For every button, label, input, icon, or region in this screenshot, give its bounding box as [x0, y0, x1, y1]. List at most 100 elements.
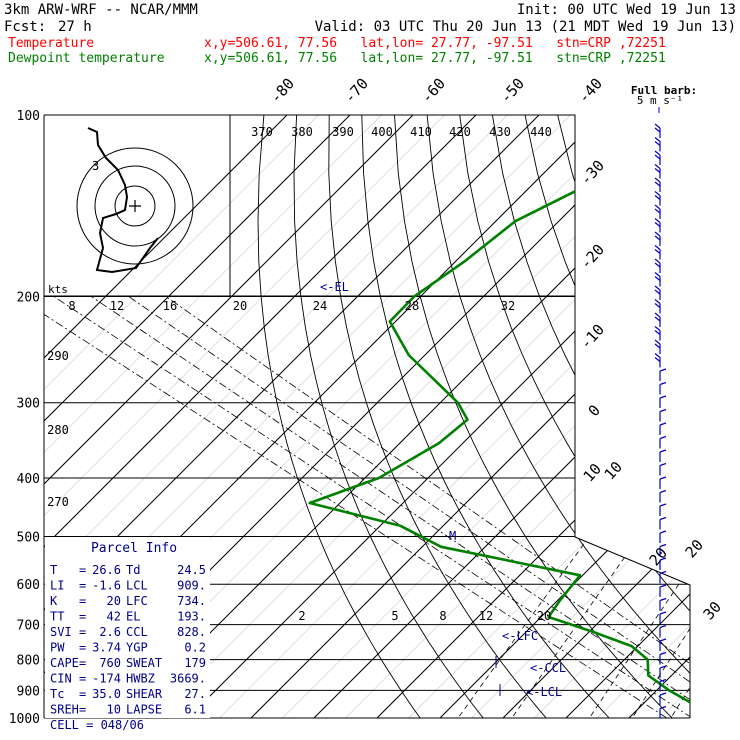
hodograph-ring-label: 3 — [92, 159, 99, 173]
model-title: 3km ARW-WRF -- NCAR/MMM — [4, 2, 198, 18]
wind-barb-flag — [659, 381, 667, 386]
wind-barb-flag — [654, 208, 661, 214]
parcel-info-title: Parcel Info — [91, 541, 177, 556]
parcel-row-key: SHEAR — [126, 687, 163, 701]
parcel-row-value: 828. — [177, 625, 206, 639]
wind-barb-flag — [654, 168, 661, 173]
skew-temperature-label: 10 — [601, 458, 626, 483]
wind-barb-flag — [654, 177, 661, 183]
wind-barb-flag — [659, 476, 667, 480]
wind-barb-flag — [654, 289, 661, 295]
wind-barb-flag — [659, 368, 667, 372]
wind-barb-flag — [659, 543, 667, 548]
theta-label: 270 — [47, 495, 69, 509]
parcel-row-value: 26.6 — [92, 563, 121, 577]
parcel-row-key: Tc — [50, 687, 64, 701]
wind-barb-flag — [659, 435, 667, 440]
isotherm-line — [376, 115, 690, 718]
wind-barb-flag — [654, 316, 661, 322]
wind-barb-flag — [659, 530, 667, 534]
parcel-row-key: Td — [126, 563, 140, 577]
moist-adiabat-line — [128, 296, 690, 718]
mixing-ratio-label: 2 — [298, 609, 305, 623]
isotherm-minor-line — [502, 115, 690, 718]
wind-barb-flag — [659, 705, 667, 710]
parcel-row-value: 10 — [107, 703, 121, 717]
pressure-tick-label: 500 — [17, 530, 40, 545]
skew-temperature-label: 20 — [646, 544, 671, 569]
parcel-row-value: 909. — [177, 579, 206, 593]
parcel-row-key: TT — [50, 610, 64, 624]
isotherm-line — [565, 115, 690, 718]
isotherm-line — [44, 115, 414, 718]
dry-adiabat-line — [361, 115, 622, 718]
parcel-row-key: LFC — [126, 594, 148, 608]
isotherm-minor-line — [408, 115, 690, 718]
dry-adiabat-line — [655, 115, 690, 718]
dewpoint-location-info: x,y=506.61, 77.56 lat,lon= 27.77, -97.51… — [204, 51, 666, 66]
wind-barb-flag — [654, 276, 661, 281]
skew-temperature-label: -20 — [577, 241, 609, 273]
skew-temperature-label: 0 — [585, 401, 604, 420]
wind-barb-flag — [659, 516, 667, 521]
parcel-row-sep: = — [79, 594, 86, 608]
parcel-row-value: 42 — [107, 610, 121, 624]
mixing-ratio-label: 8 — [439, 609, 446, 623]
wind-barb-flag — [659, 611, 667, 615]
ccl-annotation: <-CCL — [530, 661, 566, 675]
wind-barb — [654, 326, 661, 341]
isotherm-line — [628, 115, 690, 718]
wind-scale-tick-label: 12 — [110, 299, 124, 313]
parcel-row-key: LAPSE — [126, 703, 162, 717]
wind-barb-flag — [659, 557, 667, 561]
skew-temperature-label: 10 — [580, 460, 605, 485]
parcel-info-panel — [45, 537, 210, 718]
pressure-tick-label: 800 — [17, 654, 40, 669]
isotherm-minor-line — [534, 115, 690, 718]
wind-barb-flag — [654, 353, 661, 358]
wind-scale-tick-label: 8 — [68, 299, 75, 313]
wind-barb-flag — [659, 597, 667, 602]
wind-barb-flag — [654, 204, 661, 210]
isotherm-minor-line — [44, 115, 508, 718]
parcel-row-key: HWBZ — [126, 672, 155, 686]
wind-barb-flag — [654, 258, 661, 264]
wind-barb-flag — [659, 422, 667, 426]
isotherm-line — [250, 115, 690, 718]
wind-barb — [654, 123, 661, 138]
dry-adiabat-line — [293, 115, 494, 718]
isotherm-line — [44, 115, 477, 718]
isotherm-line — [187, 115, 690, 718]
wind-barb — [659, 611, 667, 624]
wind-barb — [654, 299, 661, 314]
wind-barb — [659, 638, 667, 651]
forecast-hour: 27 h — [58, 19, 92, 35]
plot-frame — [44, 114, 691, 718]
wind-barb-flag — [659, 624, 667, 629]
wind-barb-flag — [659, 638, 667, 642]
theta-label: 430 — [489, 125, 511, 139]
lfc-annotation: <-LFC — [502, 629, 538, 643]
wind-barb-flag — [654, 312, 661, 318]
isotherm-minor-line — [44, 115, 382, 718]
wind-barb — [659, 557, 667, 570]
theta-label: 370 — [251, 125, 273, 139]
parcel-row-value: 760 — [99, 656, 121, 670]
theta-label: 390 — [332, 125, 354, 139]
isotherm-minor-line — [724, 115, 740, 718]
isotherm-minor-line — [597, 115, 690, 718]
parcel-row-sep: = — [79, 641, 86, 655]
wind-barb — [659, 435, 667, 449]
pressure-tick-label: 600 — [17, 578, 40, 593]
wind-barb-flag — [654, 218, 661, 223]
wind-barb — [654, 339, 661, 354]
wind-scale-tick-label: 20 — [233, 299, 247, 313]
wind-barb-flag — [654, 272, 661, 277]
barb-subtitle: 5 m s⁻¹ — [637, 94, 683, 107]
parcel-row-value: 35.0 — [92, 687, 121, 701]
wind-barb — [659, 503, 667, 516]
wind-scale-tick-label: 32 — [501, 299, 515, 313]
wind-barb — [654, 272, 661, 287]
wind-barb-flag — [654, 154, 661, 160]
